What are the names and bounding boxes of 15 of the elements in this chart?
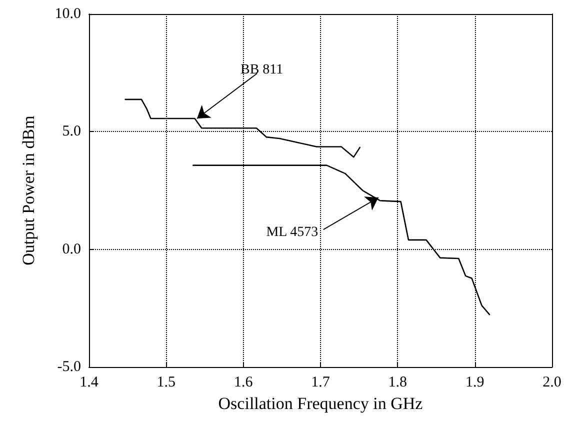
y-tick-label: 0.0 <box>62 241 81 258</box>
y-tick-label: 10.0 <box>54 6 81 22</box>
x-tick-label: 1.6 <box>234 374 254 390</box>
x-tick-label: 2.0 <box>542 374 562 390</box>
x-tick-label: 1.8 <box>388 374 408 390</box>
annotation: ML 4573 <box>266 225 318 240</box>
x-tick-label: 1.9 <box>465 374 484 390</box>
y-tick-label: -5.0 <box>57 359 81 375</box>
x-axis-title: Oscillation Frequency in GHz <box>218 394 424 413</box>
x-tick-label: 1.7 <box>311 374 330 390</box>
annotation: BB 811 <box>240 62 284 78</box>
y-tick-label: 5.0 <box>62 124 81 140</box>
x-tick-label: 1.4 <box>80 374 99 390</box>
y-axis-title: Output Power in dBm <box>19 116 38 266</box>
x-tick-label: 1.5 <box>156 374 176 390</box>
